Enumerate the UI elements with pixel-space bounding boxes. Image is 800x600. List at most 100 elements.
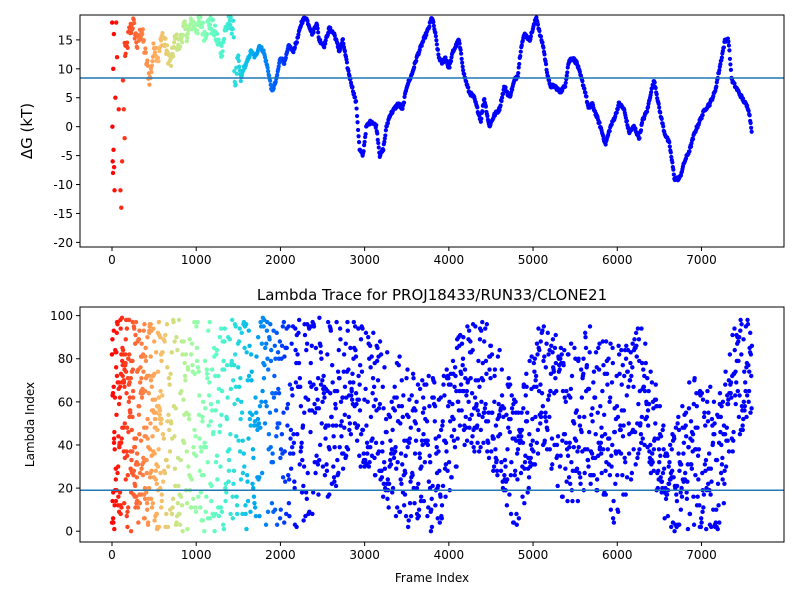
lambda-point <box>358 464 363 469</box>
delta-g-point <box>268 78 273 83</box>
lambda-point <box>646 401 652 407</box>
lambda-point <box>484 322 490 327</box>
lambda-point <box>243 503 248 508</box>
lambda-point <box>739 322 744 327</box>
lambda-point <box>180 352 185 357</box>
lambda-point <box>412 451 418 456</box>
lambda-point <box>169 511 175 517</box>
lambda-point <box>272 507 278 512</box>
lambda-point <box>232 401 237 407</box>
delta-g-point <box>182 19 187 24</box>
delta-g-point <box>431 23 436 28</box>
lambda-point <box>597 341 602 346</box>
lambda-point <box>307 509 312 515</box>
lambda-point <box>416 513 422 519</box>
lambda-point <box>155 427 160 433</box>
lambda-point <box>690 432 696 437</box>
lambda-point <box>228 432 233 437</box>
lambda-point <box>340 395 346 400</box>
lambda-point <box>452 444 458 450</box>
lambda-point <box>296 360 302 366</box>
lambda-point <box>687 511 693 517</box>
lambda-point <box>744 393 750 398</box>
lambda-point <box>221 522 226 527</box>
lambda-point <box>547 447 552 452</box>
lambda-point <box>287 382 293 387</box>
lambda-point <box>112 429 117 435</box>
lambda-point <box>370 375 376 381</box>
lambda-point <box>543 365 549 370</box>
lambda-point <box>245 479 250 484</box>
lambda-point <box>228 511 233 517</box>
lambda-point <box>502 457 508 463</box>
lambda-point <box>254 410 259 415</box>
delta-g-point <box>236 58 241 63</box>
lambda-point <box>599 434 605 439</box>
lambda-point <box>137 500 143 506</box>
lambda-point <box>467 416 472 422</box>
y-tick-label: 5 <box>65 91 73 105</box>
lambda-point <box>667 442 673 448</box>
lambda-point <box>308 360 313 366</box>
lambda-point <box>138 438 144 443</box>
lambda-point <box>666 464 671 469</box>
delta-g-point <box>160 31 165 36</box>
lambda-point <box>241 451 246 456</box>
delta-g-point <box>714 84 719 89</box>
lambda-point <box>452 384 457 389</box>
delta-g-point <box>122 136 127 141</box>
lambda-point <box>389 447 395 452</box>
lambda-point <box>233 384 239 389</box>
lambda-point <box>192 371 197 377</box>
lambda-point <box>568 481 573 486</box>
lambda-point <box>238 375 243 381</box>
delta-g-point <box>119 159 125 164</box>
lambda-point <box>548 388 553 394</box>
delta-g-point <box>653 85 658 91</box>
lambda-point <box>173 406 178 411</box>
lambda-point <box>623 460 628 465</box>
lambda-point <box>217 423 223 428</box>
lambda-point <box>112 395 118 400</box>
lambda-point <box>645 408 651 413</box>
lambda-point <box>160 479 166 484</box>
lambda-point <box>291 440 297 446</box>
lambda-point <box>438 494 443 499</box>
lambda-point <box>265 509 271 515</box>
lambda-point <box>316 492 321 497</box>
lambda-point <box>703 468 708 474</box>
lambda-point <box>676 414 681 420</box>
delta-g-point <box>212 23 218 28</box>
lambda-point <box>133 332 138 338</box>
lambda-point <box>157 408 163 413</box>
lambda-point <box>509 460 514 465</box>
lambda-point <box>360 326 365 331</box>
lambda-point <box>250 447 256 452</box>
delta-g-point <box>199 24 205 30</box>
lambda-point <box>393 444 398 450</box>
lambda-point <box>674 492 679 497</box>
delta-g-point <box>435 47 440 52</box>
lambda-point <box>134 451 140 456</box>
lambda-point <box>468 339 473 344</box>
lambda-point <box>433 503 438 508</box>
lambda-point <box>314 453 319 458</box>
lambda-point <box>239 330 244 336</box>
lambda-point <box>547 414 552 420</box>
lambda-point <box>246 436 251 441</box>
lambda-point <box>172 339 177 344</box>
lambda-point <box>489 352 495 357</box>
delta-g-point <box>116 107 121 112</box>
delta-g-point <box>427 24 432 29</box>
delta-g-point <box>727 48 732 53</box>
lambda-point <box>496 401 501 407</box>
lambda-point <box>317 315 322 320</box>
y-tick-label: 20 <box>58 482 73 496</box>
delta-g-point <box>292 45 298 50</box>
lambda-point <box>585 457 591 463</box>
lambda-point <box>656 447 662 452</box>
delta-g-point <box>459 51 464 56</box>
lambda-point <box>615 472 620 478</box>
lambda-point <box>499 367 505 372</box>
lambda-point <box>377 401 383 407</box>
